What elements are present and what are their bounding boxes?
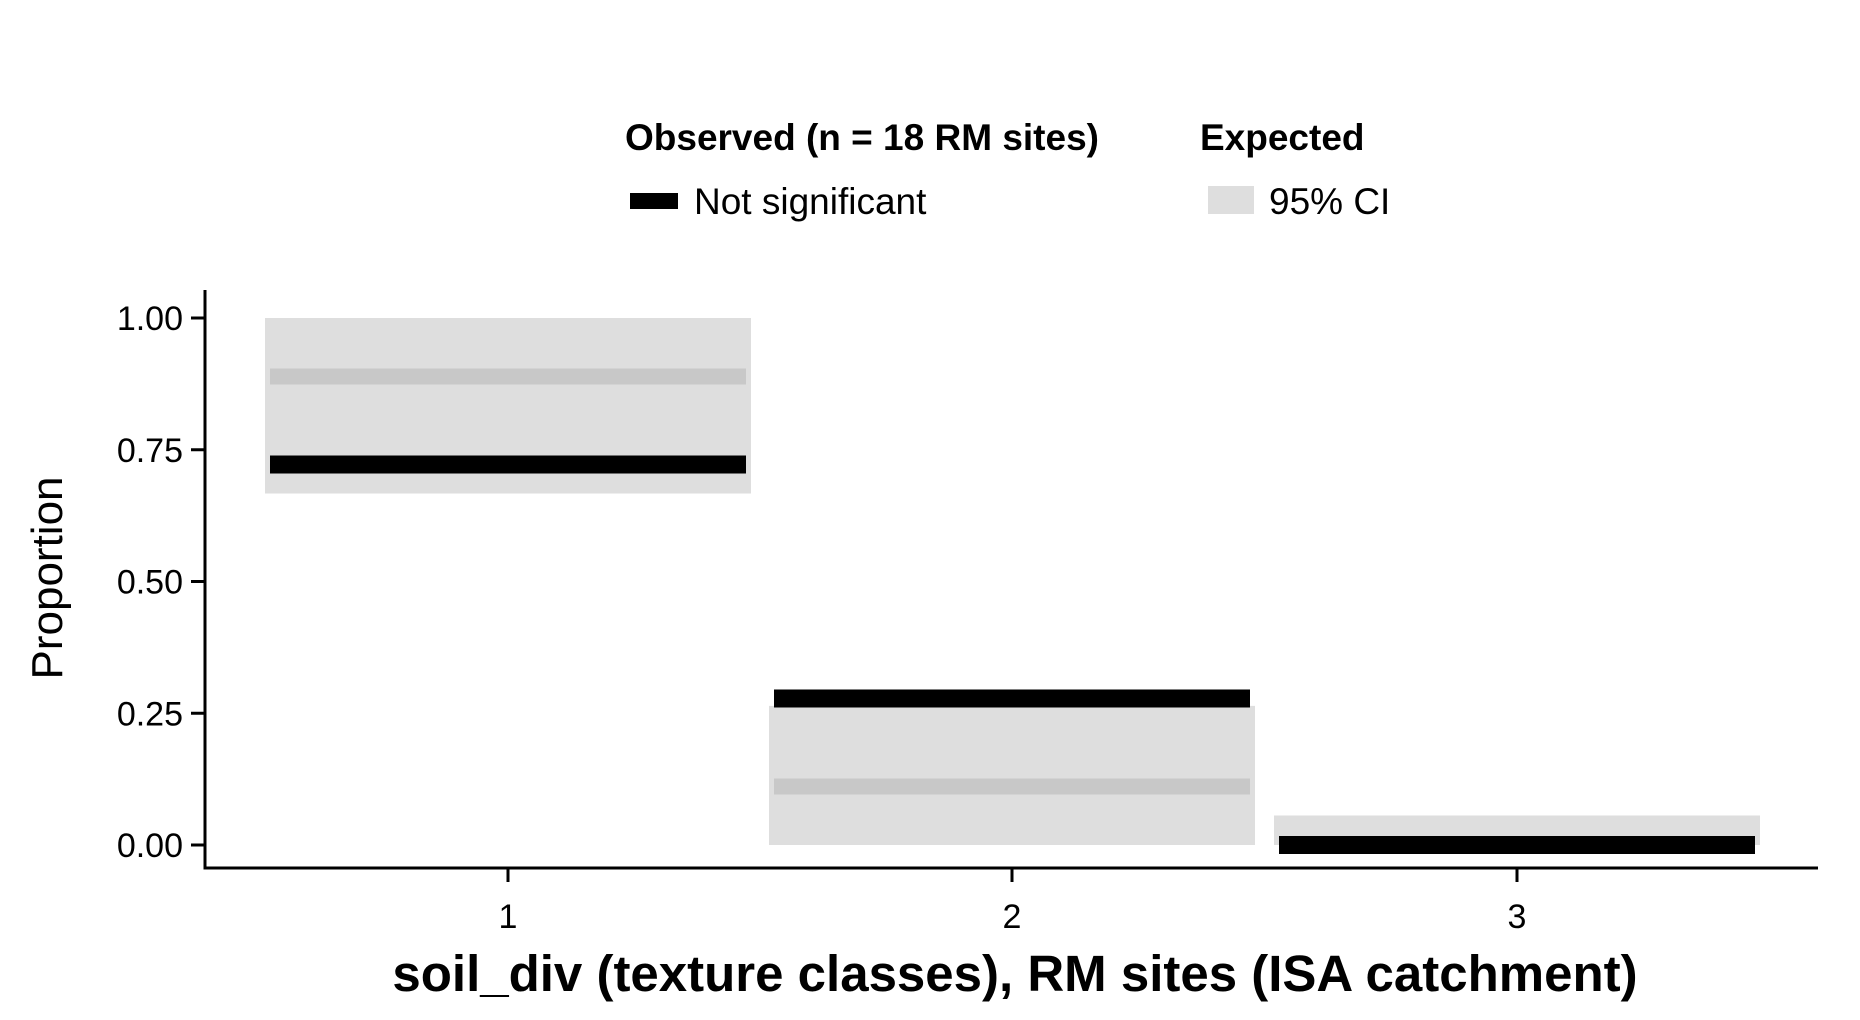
legend: Observed (n = 18 RM sites) Not significa…: [625, 117, 1390, 222]
x-tick-label: 1: [499, 898, 518, 936]
legend-expected-label: 95% CI: [1269, 181, 1390, 222]
y-tick-label: 0.50: [117, 564, 183, 602]
legend-expected-title: Expected: [1200, 117, 1365, 158]
y-tick-label: 0.75: [117, 432, 183, 470]
y-tick-label: 1.00: [117, 300, 183, 338]
ci-bands: [265, 318, 1760, 845]
x-tick-label: 3: [1508, 898, 1527, 936]
x-axis-ticks: 1 2 3: [499, 868, 1527, 936]
observed-lines: [270, 455, 1755, 854]
expected-mean-line-1: [270, 368, 746, 385]
y-axis-title: Proportion: [23, 476, 72, 679]
legend-observed-title: Observed (n = 18 RM sites): [625, 117, 1099, 158]
observed-line-1: [270, 455, 746, 474]
x-tick-label: 2: [1003, 898, 1022, 936]
expected-mean-line-2: [774, 778, 1250, 795]
y-tick-label: 0.25: [117, 695, 183, 733]
y-axis-ticks: 0.00 0.25 0.50 0.75 1.00: [117, 300, 205, 865]
legend-observed-label: Not significant: [694, 181, 927, 222]
ci-band-2: [769, 705, 1255, 845]
observed-line-3: [1279, 836, 1755, 854]
y-tick-label: 0.00: [117, 827, 183, 865]
legend-expected-key: [1208, 186, 1254, 214]
legend-observed-key: [630, 193, 678, 209]
observed-line-2: [774, 689, 1250, 708]
x-axis-title: soil_div (texture classes), RM sites (IS…: [392, 945, 1637, 1002]
